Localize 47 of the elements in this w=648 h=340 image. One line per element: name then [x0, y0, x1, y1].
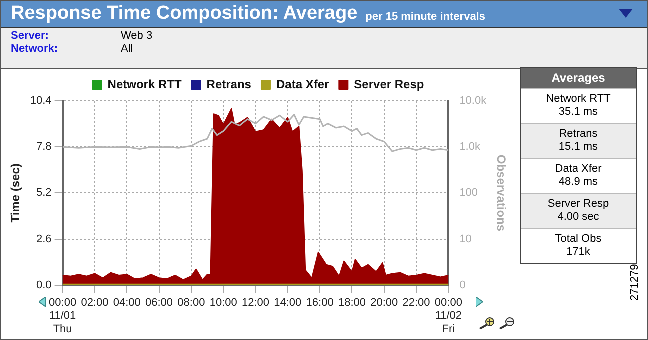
text: 271279 — [629, 264, 641, 301]
y-tick-label: 10.4 — [30, 95, 52, 108]
legend-label: Data Xfer — [276, 77, 330, 92]
text: 4.00 sec — [556, 211, 600, 224]
text: Retrans — [558, 128, 599, 141]
y2-tick-label: 10 — [460, 233, 472, 246]
legend-label: Server Resp — [354, 77, 424, 92]
text: Total Obs — [554, 233, 603, 246]
y2-axis-title: Observations — [494, 154, 508, 232]
x-tick-label: 02:00 — [81, 297, 109, 310]
y-axis-title: Time (sec) — [8, 164, 23, 223]
y-tick-label: 0.0 — [36, 279, 52, 292]
y-tick-label: 7.8 — [36, 141, 52, 154]
y-tick-label: 2.6 — [36, 233, 52, 246]
x-tick-label: 22:00 — [402, 297, 430, 310]
text: 171k — [566, 246, 592, 259]
text: Server: — [11, 30, 50, 43]
text: All — [121, 43, 134, 56]
text: Server Resp — [546, 198, 610, 211]
y2-tick-label: 10.0k — [460, 95, 488, 108]
text: 48.9 ms — [558, 176, 600, 189]
y2-tick-label: 0 — [460, 279, 466, 292]
x-tick-label: 16:00 — [306, 297, 334, 310]
x-tick-label: 08:00 — [178, 297, 206, 310]
x-tick-label: 04:00 — [113, 297, 141, 310]
x-tick-label: 18:00 — [338, 297, 366, 310]
text: Network: — [11, 43, 60, 56]
text: Data Xfer — [554, 163, 603, 176]
text: Network RTT — [545, 93, 612, 106]
x-tick-label: 14:00 — [274, 297, 302, 310]
chart-title: Response Time Composition: Average — [11, 3, 358, 25]
x-tick-label: 00:00 11/02 Fri — [434, 297, 462, 336]
x-tick-label: 10:00 — [210, 297, 238, 310]
x-tick-label: 12:00 — [242, 297, 270, 310]
x-tick-label: 20:00 — [370, 297, 398, 310]
text: 15.1 ms — [558, 141, 600, 154]
y2-tick-label: 100 — [460, 187, 478, 200]
text: 35.1 ms — [558, 106, 600, 119]
text: Web 3 — [121, 30, 154, 43]
x-tick-label: 06:00 — [146, 297, 174, 310]
x-tick-label: 00:00 11/01 Thu — [49, 297, 77, 336]
legend-label: Network RTT — [108, 77, 182, 92]
chart-subtitle: per 15 minute intervals — [366, 10, 486, 22]
legend-label: Retrans — [206, 77, 252, 92]
y-tick-label: 5.2 — [36, 187, 52, 200]
y2-tick-label: 1.0k — [460, 141, 481, 154]
text: Averages — [521, 68, 636, 88]
